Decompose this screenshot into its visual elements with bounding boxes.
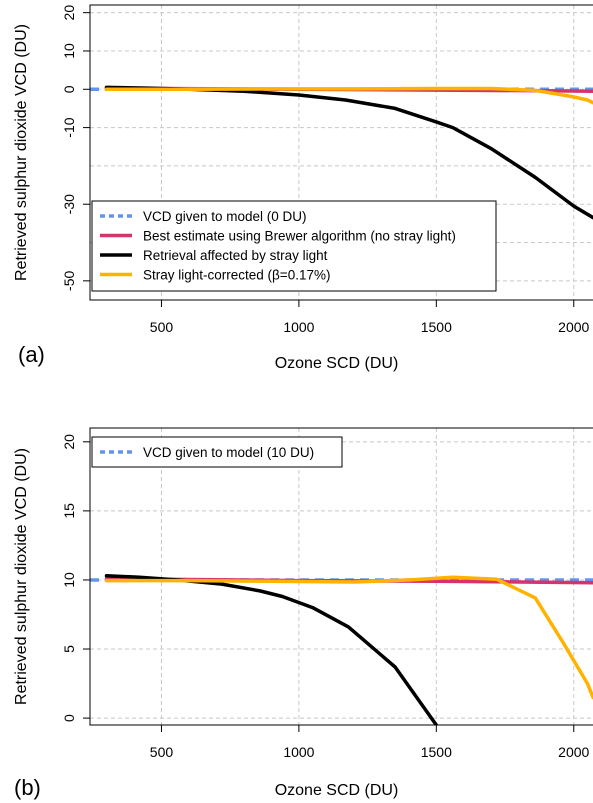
- gridlines: [90, 428, 593, 725]
- series-lines: [90, 85, 593, 220]
- x-tick-label: 2000: [558, 744, 589, 760]
- panel-b: 500 1000 1500 2000 0 5 10 15 20 Ozone SCD (DU) Ret…: [13, 427, 593, 800]
- x-axis-title: Ozone SCD (DU): [275, 355, 399, 372]
- y-tick-label: 10: [61, 43, 77, 59]
- y-tick-label: 5: [61, 645, 77, 653]
- x-tick-label: 1500: [421, 319, 452, 335]
- y-tick-label: 0: [61, 714, 77, 722]
- x-tick-label: 1000: [283, 319, 314, 335]
- x-tick-label: 500: [150, 319, 174, 335]
- legend-label: VCD given to model (0 DU): [143, 209, 307, 224]
- series-line-3: [104, 575, 593, 700]
- x-tick-label: 1500: [421, 744, 452, 760]
- panel-a: 500 1000 1500 2000 20 10 0 -10 -30 -50 Ozone SCD (…: [13, 4, 593, 372]
- y-axis-title: Retrieved sulphur dioxide VCD (DU): [13, 448, 30, 705]
- y-tick-label: -10: [61, 117, 77, 137]
- x-tick-label: 1000: [283, 744, 314, 760]
- y-tick-label: 0: [61, 85, 77, 93]
- legend-box: [91, 436, 343, 468]
- y-tick-label: 10: [61, 572, 77, 588]
- plot-frame: [89, 427, 593, 726]
- legend-label: Retrieval affected by stray light: [143, 248, 328, 263]
- y-tick-label: 15: [61, 503, 77, 519]
- legend: VCD given to model (0 DU) Best estimate u…: [91, 200, 497, 292]
- legend: VCD given to model (10 DU): [91, 436, 343, 468]
- series-line-2: [104, 85, 593, 220]
- panel-label: (a): [18, 342, 45, 367]
- y-tick-label: -30: [61, 194, 77, 214]
- y-tick-label: -50: [61, 271, 77, 291]
- legend-label: VCD given to model (10 DU): [143, 445, 314, 460]
- series-line-2: [104, 574, 439, 725]
- y-tick-label: 20: [61, 434, 77, 450]
- series-lines: [90, 574, 593, 725]
- x-tick-label: 500: [150, 744, 174, 760]
- y-axis-title: Retrieved sulphur dioxide VCD (DU): [13, 24, 30, 281]
- legend-label: Best estimate using Brewer algorithm (no…: [143, 229, 456, 244]
- panel-label: (b): [14, 775, 41, 800]
- x-tick-label: 2000: [558, 319, 589, 335]
- y-tick-label: 20: [61, 5, 77, 21]
- legend-label: Stray light-corrected (β=0.17%): [143, 268, 330, 283]
- series-line-3: [104, 86, 593, 105]
- x-axis-title: Ozone SCD (DU): [275, 782, 399, 799]
- plot-frame: [89, 4, 593, 301]
- legend-box: [91, 200, 497, 292]
